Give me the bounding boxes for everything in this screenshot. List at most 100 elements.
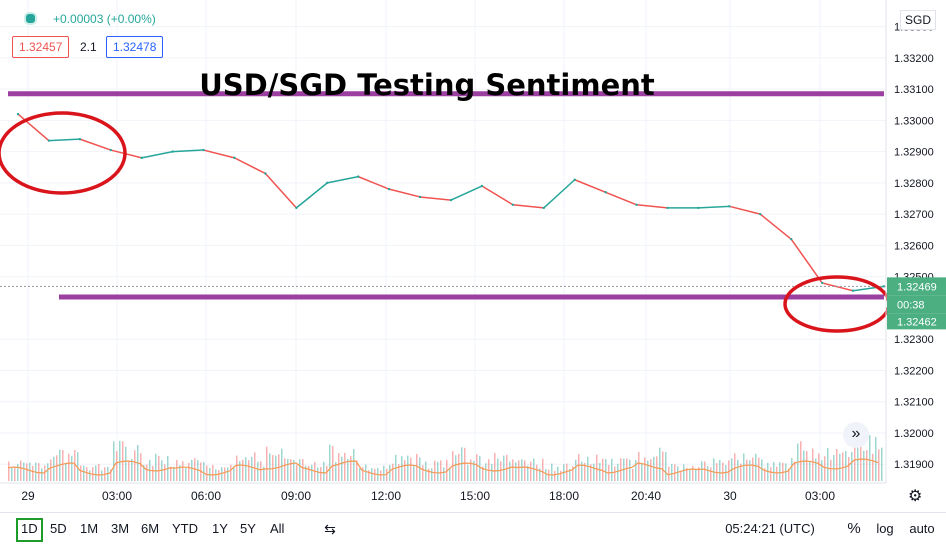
volume-bar — [692, 466, 694, 481]
y-tick-label: 1.32000 — [894, 428, 934, 440]
volume-bar — [518, 460, 520, 481]
volume-bar — [8, 461, 10, 481]
volume-bar — [182, 461, 184, 481]
timeframe-1d-button[interactable]: 1D — [16, 518, 43, 542]
price-segment — [636, 204, 668, 209]
volume-bar — [56, 455, 58, 481]
volume-bar — [230, 464, 232, 481]
log-toggle[interactable]: log — [876, 521, 894, 536]
gear-icon[interactable]: ⚙ — [908, 488, 923, 505]
x-tick-label: 30 — [723, 489, 737, 503]
volume-bar — [668, 466, 670, 481]
timeframe-ytd-button[interactable]: YTD — [172, 521, 198, 536]
y-axis[interactable]: 1.333001.332001.331001.330001.329001.328… — [894, 22, 934, 472]
price-point — [573, 178, 576, 181]
price-segment — [234, 157, 266, 175]
volume-bar — [533, 458, 535, 481]
timeframe-1m-button[interactable]: 1M — [80, 521, 99, 536]
price-segment — [481, 185, 514, 206]
volume-bar — [560, 470, 562, 481]
volume-bar — [494, 452, 496, 481]
bid-price[interactable]: 1.32457 — [12, 36, 70, 58]
volume-bar — [878, 449, 880, 481]
volume-bar — [746, 459, 748, 481]
volume-bar — [407, 455, 409, 481]
compare-icon[interactable]: ⇆ — [324, 521, 336, 537]
volume-bar — [455, 455, 457, 481]
timeframe-all-button[interactable]: All — [270, 521, 285, 536]
volume-bar — [593, 463, 595, 481]
volume-bar — [317, 467, 319, 481]
volume-bar — [41, 468, 43, 481]
volume-bar — [338, 453, 340, 481]
volume-bar — [158, 455, 160, 481]
volume-bar — [440, 460, 442, 481]
volume-bar — [848, 456, 850, 481]
timeframe-5y-button[interactable]: 5Y — [240, 521, 256, 536]
volume-bar — [365, 464, 367, 481]
volume-bar — [821, 460, 823, 481]
timeframe-5d-button[interactable]: 5D — [50, 521, 67, 536]
price-segment — [141, 150, 173, 159]
scroll-to-realtime-button[interactable]: » — [843, 422, 869, 448]
y-tick-label: 1.32700 — [894, 209, 934, 221]
volume-bar — [698, 467, 700, 481]
ask-price[interactable]: 1.32478 — [106, 36, 164, 58]
volume-bar — [449, 468, 451, 481]
volume-bar — [764, 468, 766, 481]
highlight-circle-left[interactable] — [0, 111, 127, 195]
volume-bar — [590, 464, 592, 481]
x-tick-label: 12:00 — [371, 489, 401, 503]
volume-bar — [611, 458, 613, 481]
volume-bar — [476, 454, 478, 481]
volume-bar — [512, 459, 514, 481]
live-dot-icon — [24, 12, 37, 25]
volume-bar — [506, 454, 508, 481]
timeframe-1y-button[interactable]: 1Y — [212, 521, 228, 536]
volume-bar — [344, 452, 346, 481]
volume-bar — [836, 448, 838, 481]
volume-bar — [188, 462, 190, 481]
timeframe-3m-button[interactable]: 3M — [111, 521, 130, 536]
volume-bar — [50, 459, 52, 481]
volume-bar — [491, 463, 493, 481]
volume-bar — [14, 466, 16, 481]
volume-bar — [695, 469, 697, 481]
volume-bar — [629, 459, 631, 481]
volume-bar — [155, 453, 157, 481]
lower-price-tag-bg — [887, 313, 946, 330]
volume-bar — [266, 446, 268, 481]
timeframe-6m-button[interactable]: 6M — [141, 521, 160, 536]
volume-bar — [539, 468, 541, 481]
volume-bar — [542, 458, 544, 481]
volume-bar — [203, 461, 205, 481]
volume-bar — [749, 460, 751, 481]
volume-bar — [176, 459, 178, 481]
x-axis[interactable]: 29 03:00 06:00 09:00 12:00 15:00 18:00 20:40 30 0… — [21, 489, 835, 503]
volume-bar — [140, 453, 142, 481]
volume-bar — [719, 459, 721, 481]
price-point — [171, 150, 174, 153]
volume-bar — [875, 437, 877, 481]
volume-bar — [38, 463, 40, 481]
percent-toggle[interactable]: % — [847, 520, 861, 537]
volume-bar — [368, 470, 370, 481]
volume-bar — [566, 463, 568, 481]
volume-bar — [185, 468, 187, 481]
clock[interactable]: 05:24:21 (UTC) — [725, 521, 815, 536]
price-segment — [295, 182, 328, 209]
volume-bar — [224, 467, 226, 481]
price-point — [357, 175, 360, 178]
countdown-tag-bg — [887, 295, 946, 314]
volume-bar — [359, 468, 361, 481]
lower-price-tag: 1.32462 — [897, 316, 937, 328]
volume-bar — [350, 455, 352, 481]
y-tick-label: 1.33000 — [894, 115, 934, 127]
volume-bar — [587, 456, 589, 481]
volume-bar — [581, 461, 583, 481]
currency-label[interactable]: SGD — [900, 10, 937, 30]
price-chart[interactable]: USD/SGD Testing Sentiment 1.333001.33200… — [0, 0, 946, 512]
auto-toggle[interactable]: auto — [909, 521, 935, 536]
volume-bar — [134, 450, 136, 481]
volume-bar — [431, 468, 433, 481]
